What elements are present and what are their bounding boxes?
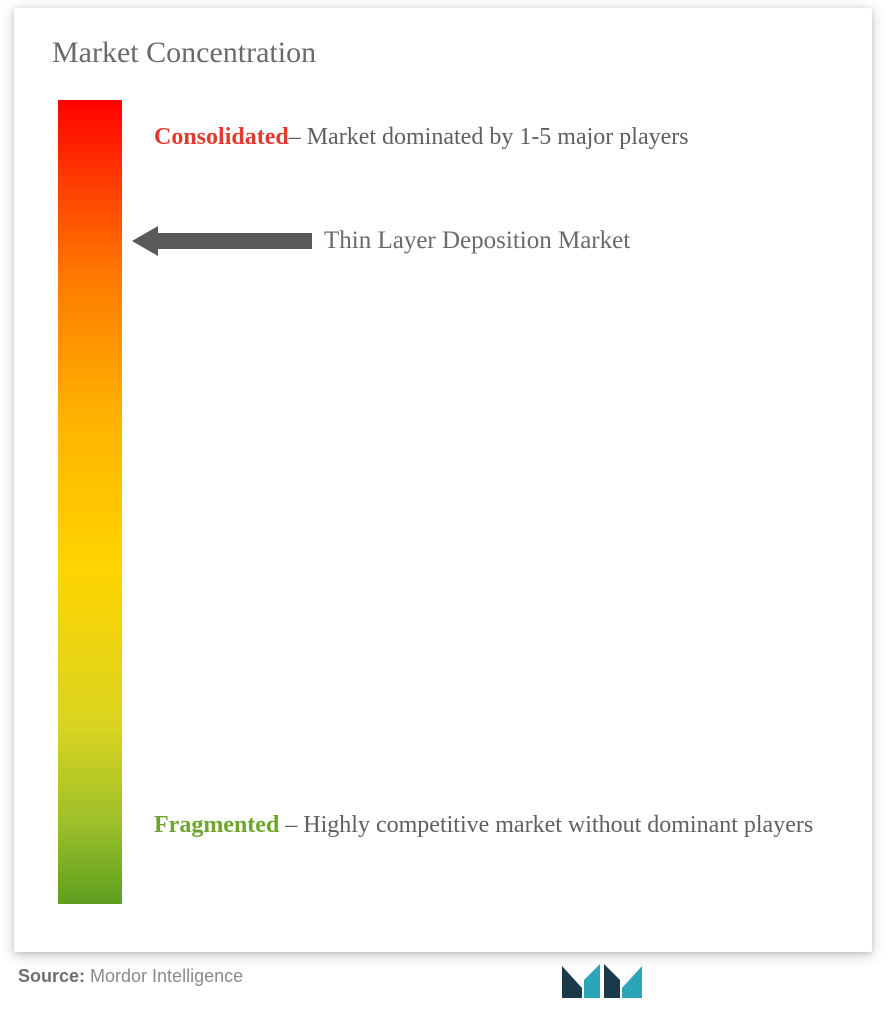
fragmented-description: Fragmented – Highly competitive market w… — [154, 802, 844, 849]
concentration-gradient-bar — [58, 100, 122, 904]
arrow-left-icon — [132, 226, 312, 256]
mordor-logo-icon — [560, 958, 648, 1002]
consolidated-description: Consolidated– Market dominated by 1-5 ma… — [154, 114, 834, 161]
fragmented-text: – Highly competitive market without domi… — [279, 812, 813, 838]
market-pointer: Thin Layer Deposition Market — [132, 226, 630, 256]
panel-title: Market Concentration — [52, 36, 316, 70]
info-card: Market Concentration Consolidated– Marke… — [14, 8, 872, 952]
consolidated-text: – Market dominated by 1-5 major players — [289, 124, 689, 150]
source-attribution: Source: Mordor Intelligence — [18, 966, 243, 987]
source-label: Source: — [18, 966, 85, 986]
consolidated-label: Consolidated — [154, 124, 289, 150]
fragmented-label: Fragmented — [154, 812, 279, 838]
source-value: Mordor Intelligence — [85, 966, 243, 986]
pointer-label: Thin Layer Deposition Market — [324, 227, 630, 255]
